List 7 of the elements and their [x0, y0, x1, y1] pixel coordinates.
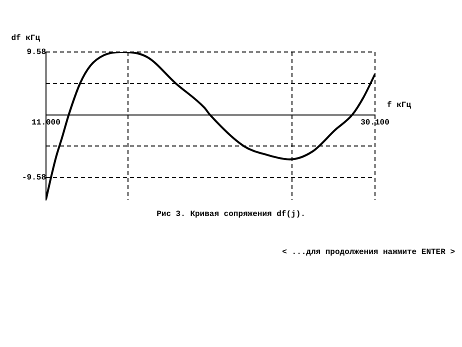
y-axis-title: df кГц: [11, 34, 40, 44]
x-tick-label: 30.100: [360, 118, 390, 128]
y-tick-label: -9.58: [22, 174, 46, 183]
y-tick-label: 9.58: [26, 48, 46, 58]
text: Рис 3. Кривая сопряжения df(j).: [156, 210, 306, 220]
text: < ...для продолжения нажмите ENTER >: [282, 248, 456, 258]
x-axis-title: f кГц: [387, 100, 412, 110]
